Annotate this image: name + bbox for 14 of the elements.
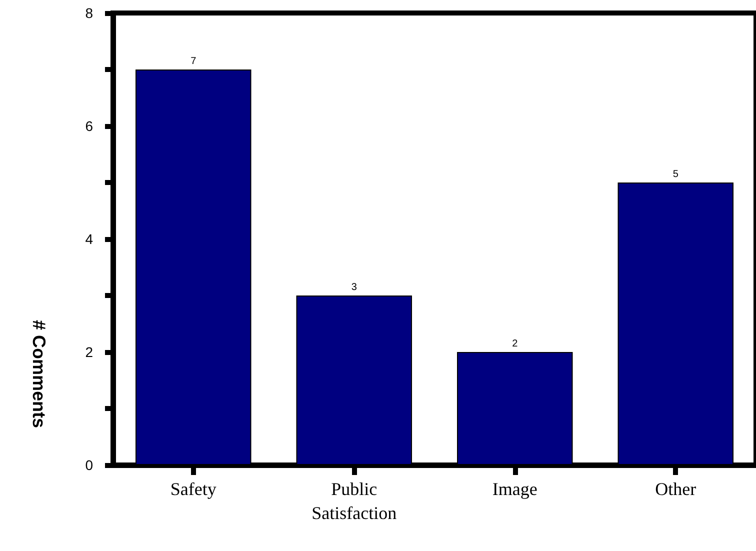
x-tick-label: Safety <box>170 479 216 499</box>
data-label: 3 <box>351 282 358 293</box>
y-tick-label: 0 <box>85 457 94 473</box>
data-label: 2 <box>512 338 518 350</box>
x-tick-label: Image <box>492 479 538 499</box>
y-tick-label: 4 <box>85 231 94 247</box>
y-tick-label: 8 <box>85 5 94 21</box>
y-tick-label: 6 <box>85 118 94 134</box>
x-tick-label: Other <box>655 479 696 499</box>
data-label: 7 <box>190 56 197 67</box>
y-tick-label: 2 <box>85 344 94 360</box>
data-label: 5 <box>672 169 679 180</box>
y-axis-title: # Comments <box>29 320 49 428</box>
x-tick-label: Public Satisfaction <box>312 479 397 523</box>
